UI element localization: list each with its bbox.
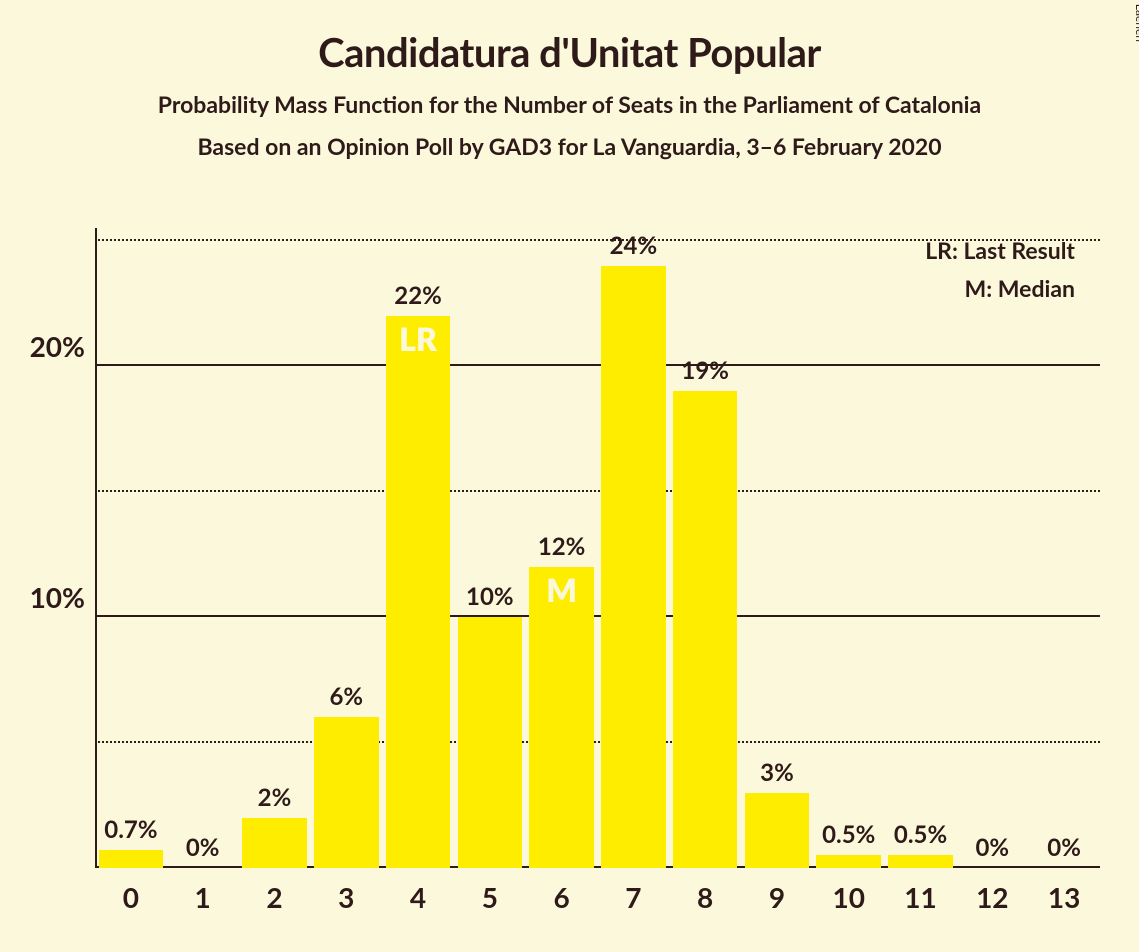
y-tick-label: 20% bbox=[30, 329, 85, 363]
x-tick-label: 0 bbox=[123, 880, 139, 914]
bar-value-label: 0.5% bbox=[822, 820, 875, 849]
chart-title: Candidatura d'Unitat Popular bbox=[0, 28, 1139, 76]
bar-value-label: 22% bbox=[394, 281, 442, 310]
y-tick-label: 10% bbox=[30, 580, 85, 614]
bar-value-label: 3% bbox=[760, 758, 794, 787]
x-tick-label: 9 bbox=[769, 880, 785, 914]
y-axis bbox=[95, 228, 97, 868]
x-tick-label: 8 bbox=[697, 880, 713, 914]
chart-subtitle-2: Based on an Opinion Poll by GAD3 for La … bbox=[0, 132, 1139, 160]
bar bbox=[314, 717, 379, 868]
grid-minor bbox=[95, 239, 1100, 241]
x-tick-label: 10 bbox=[833, 880, 865, 914]
bar bbox=[99, 850, 164, 868]
bar-value-label: 6% bbox=[329, 682, 363, 711]
chart-subtitle-1: Probability Mass Function for the Number… bbox=[0, 90, 1139, 118]
grid-minor bbox=[95, 490, 1100, 492]
bar bbox=[601, 266, 666, 868]
x-tick-label: 3 bbox=[338, 880, 354, 914]
bar-value-label: 12% bbox=[538, 532, 586, 561]
x-tick-label: 13 bbox=[1048, 880, 1080, 914]
plot-area: LR: Last Result M: Median 0.7% 0% 2% 6% 22% L… bbox=[95, 228, 1100, 868]
x-tick-label: 4 bbox=[410, 880, 426, 914]
x-tick-label: 7 bbox=[625, 880, 641, 914]
legend-m: M: Median bbox=[925, 274, 1075, 302]
bar bbox=[529, 567, 594, 868]
bar-value-label: 10% bbox=[466, 582, 514, 611]
grid-major bbox=[95, 364, 1100, 366]
bar-value-label: 0% bbox=[186, 833, 220, 862]
bar bbox=[745, 793, 810, 868]
bar-value-label: 24% bbox=[610, 231, 658, 260]
bar-value-label: 0.7% bbox=[104, 815, 157, 844]
bar bbox=[242, 818, 307, 868]
bar-value-label: 0% bbox=[1047, 833, 1081, 862]
copyright-text: © 2020 Filip van Laenen bbox=[1133, 0, 1139, 42]
bar-value-label: 0% bbox=[976, 833, 1010, 862]
x-tick-label: 5 bbox=[482, 880, 498, 914]
bar bbox=[673, 391, 738, 868]
bar-value-label: 19% bbox=[681, 356, 729, 385]
bar bbox=[386, 316, 451, 868]
x-tick-label: 12 bbox=[976, 880, 1008, 914]
grid-minor bbox=[95, 741, 1100, 743]
x-tick-label: 11 bbox=[904, 880, 936, 914]
bar-value-label: 2% bbox=[258, 783, 292, 812]
bar-value-label: 0.5% bbox=[894, 820, 947, 849]
bar bbox=[816, 855, 881, 868]
x-tick-label: 1 bbox=[195, 880, 211, 914]
legend: LR: Last Result M: Median bbox=[925, 236, 1075, 312]
grid-major bbox=[95, 615, 1100, 617]
bar bbox=[458, 617, 523, 868]
bar-inside-label: LR bbox=[399, 319, 437, 358]
bar bbox=[888, 855, 953, 868]
x-tick-label: 2 bbox=[266, 880, 282, 914]
bar-inside-label: M bbox=[546, 570, 577, 609]
x-tick-label: 6 bbox=[553, 880, 569, 914]
